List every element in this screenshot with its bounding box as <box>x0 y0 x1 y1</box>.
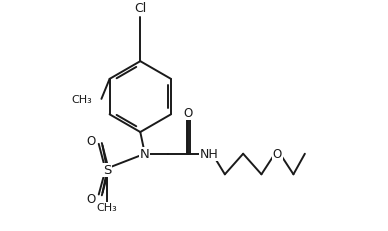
Text: CH₃: CH₃ <box>71 94 92 104</box>
Text: N: N <box>140 148 150 161</box>
Text: Cl: Cl <box>134 2 146 15</box>
Text: O: O <box>87 134 96 147</box>
Text: O: O <box>87 192 96 205</box>
Text: CH₃: CH₃ <box>97 203 118 213</box>
Text: O: O <box>273 148 282 161</box>
Text: S: S <box>103 164 111 176</box>
Text: O: O <box>184 107 193 120</box>
Text: NH: NH <box>199 148 218 161</box>
